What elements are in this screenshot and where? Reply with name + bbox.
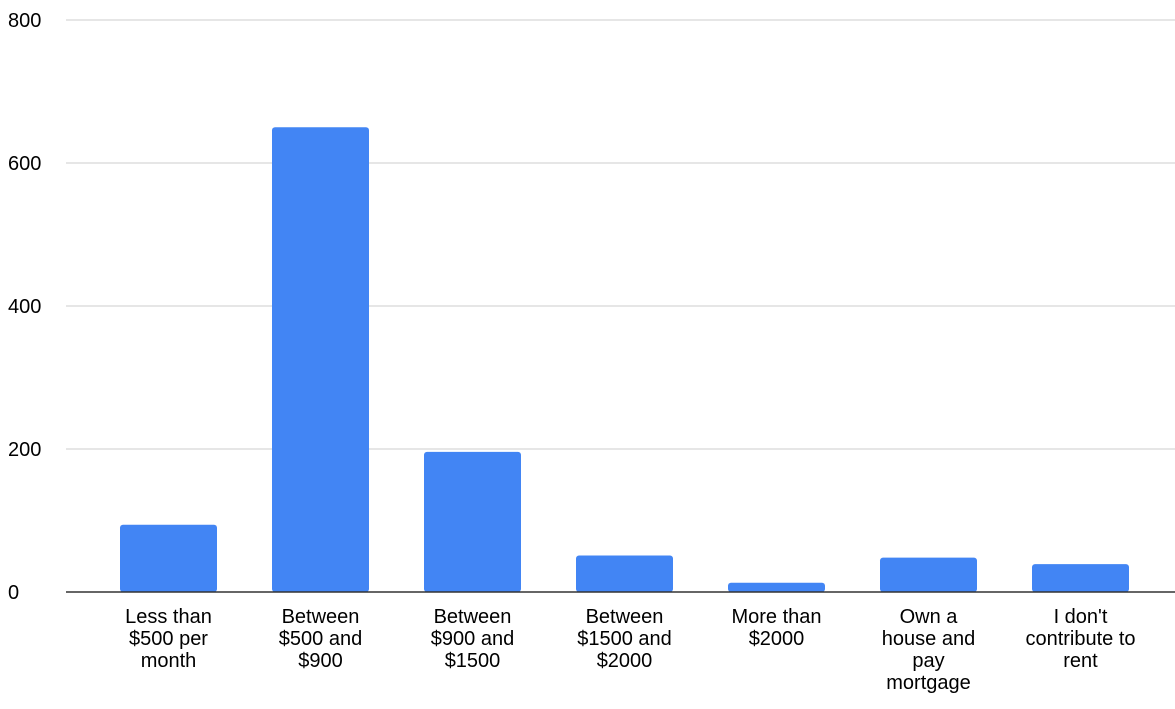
bar xyxy=(728,582,825,592)
y-tick-label: 200 xyxy=(8,439,41,461)
x-category-label: Between $1500 and $2000 xyxy=(577,606,672,672)
y-tick-label: 600 xyxy=(8,153,41,175)
x-category-label: Between $500 and $900 xyxy=(279,606,362,672)
bar xyxy=(120,524,217,592)
y-tick-label: 0 xyxy=(8,582,19,604)
bar xyxy=(880,557,977,592)
bar xyxy=(424,451,521,592)
x-category-label: I don't contribute to rent xyxy=(1025,606,1135,672)
x-category-label: Own a house and pay mortgage xyxy=(882,606,975,694)
y-tick-label: 800 xyxy=(8,10,41,32)
x-category-label: More than $2000 xyxy=(731,606,821,650)
bar xyxy=(576,555,673,592)
x-axis-category-labels: Less than $500 per month Between $500 and $90… xyxy=(125,606,1135,694)
y-tick-label: 400 xyxy=(8,296,41,318)
bar xyxy=(272,127,369,592)
bars xyxy=(120,127,1129,592)
gridlines xyxy=(66,19,1175,450)
x-category-label: Between $900 and $1500 xyxy=(431,606,514,672)
bar xyxy=(1032,564,1129,592)
y-axis-tick-labels: 0 200 400 600 800 xyxy=(8,10,41,604)
x-category-label: Less than $500 per month xyxy=(125,606,212,672)
